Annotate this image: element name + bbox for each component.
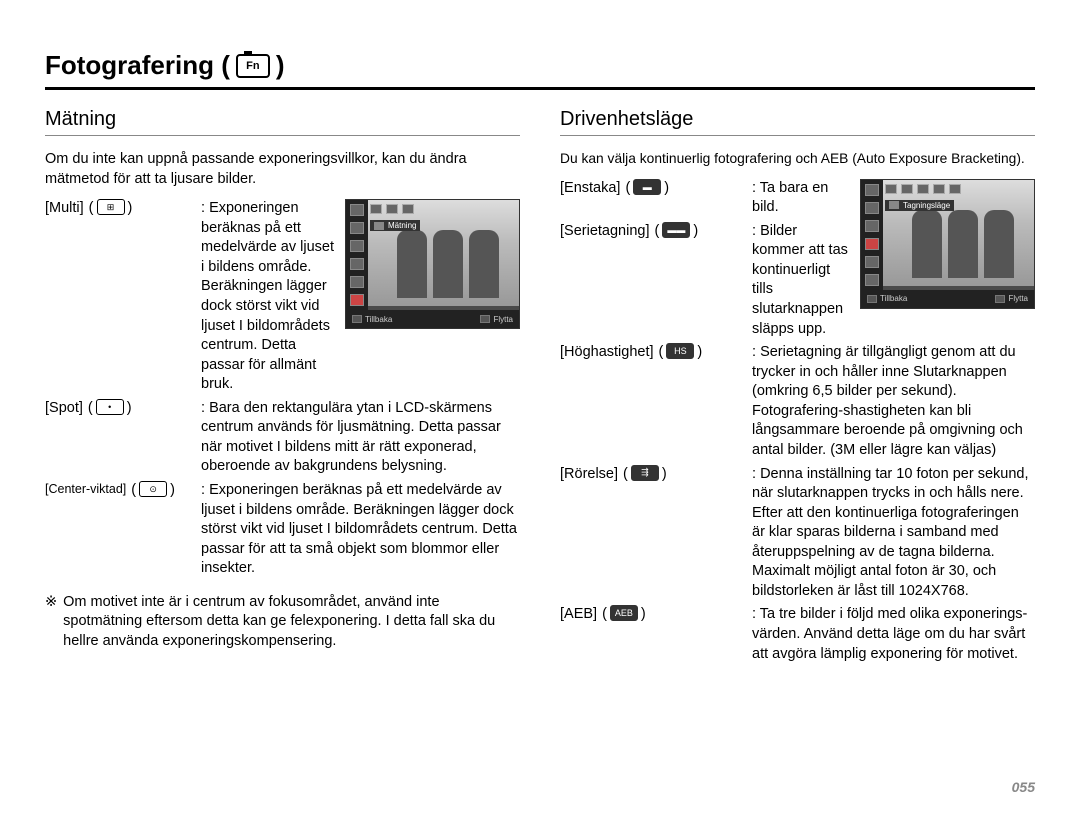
drive-item-single: [Enstaka] (▬) Ta bara en bild.: [560, 179, 850, 218]
drive-item-continuous: [Serietagning] (▬▬) Bilder kommer att ta…: [560, 222, 850, 339]
drive-item-aeb: [AEB] (AEB) Ta tre bilder i följd med ol…: [560, 605, 1035, 664]
item-label: [Rörelse]: [560, 465, 620, 485]
title-prefix: Fotografering (: [45, 50, 230, 81]
item-body: Ta tre bilder i följd med olika exponeri…: [746, 605, 1035, 664]
section-heading-drive: Drivenhetsläge: [560, 108, 1035, 136]
lcd-screenshot-metering: Mätning Tillbaka Flytta: [345, 199, 520, 329]
note-text: Om motivet inte är i centrum av fokusomr…: [63, 593, 520, 652]
item-body: Bilder kommer att tas kontinuerligt till…: [746, 222, 850, 339]
left-note: ※ Om motivet inte är i centrum av fokuso…: [45, 593, 520, 652]
note-marker-icon: ※: [45, 593, 63, 652]
metering-item-center: [Center-viktad] (⊙) Exponeringen beräkna…: [45, 481, 520, 579]
item-body: Exponeringen beräknas på ett medelvärde …: [195, 199, 335, 395]
right-column: Drivenhetsläge Du kan välja kontinuerlig…: [560, 108, 1035, 668]
item-label: [Spot]: [45, 399, 85, 419]
item-body: Denna inställning tar 10 foton per sekun…: [746, 465, 1035, 602]
lcd-screenshot-drive: Tagningsläge Tillbaka Flytta: [860, 179, 1035, 309]
page-number: 055: [1012, 779, 1035, 795]
motion-icon: ⇶: [631, 465, 659, 481]
item-label: [Serietagning]: [560, 222, 651, 242]
section-heading-metering: Mätning: [45, 108, 520, 136]
left-column: Mätning Om du inte kan uppnå passande ex…: [45, 108, 520, 668]
highspeed-icon: HS: [666, 343, 694, 359]
aeb-icon: AEB: [610, 605, 638, 621]
item-label: [Multi]: [45, 199, 86, 219]
item-body: Serietagning är tillgängligt genom att d…: [746, 343, 1035, 460]
metering-item-multi: [Multi] (⊞) Exponeringen beräknas på ett…: [45, 199, 335, 395]
camera-fn-icon: Fn: [236, 54, 270, 78]
right-intro: Du kan välja kontinuerlig fotografering …: [560, 150, 1035, 169]
metering-item-spot: [Spot] (•) Bara den rektangulära ytan i …: [45, 399, 520, 477]
left-intro: Om du inte kan uppnå passande exponering…: [45, 150, 520, 189]
item-label: [Center-viktad]: [45, 481, 128, 498]
multi-icon: ⊞: [97, 199, 125, 215]
center-weighted-icon: ⊙: [139, 481, 167, 497]
single-icon: ▬: [633, 179, 661, 195]
item-body: Bara den rektangulära ytan i LCD-skärmen…: [195, 399, 520, 477]
drive-item-motion: [Rörelse] (⇶) Denna inställning tar 10 f…: [560, 465, 1035, 602]
item-body: Exponeringen beräknas på ett medelvärde …: [195, 481, 520, 579]
continuous-icon: ▬▬: [662, 222, 690, 238]
item-body: Ta bara en bild.: [746, 179, 850, 218]
item-label: [AEB]: [560, 605, 599, 625]
page-title: Fotografering ( Fn ): [45, 50, 1035, 90]
item-label: [Höghastighet]: [560, 343, 656, 363]
drive-item-highspeed: [Höghastighet] (HS) Serietagning är till…: [560, 343, 1035, 460]
title-suffix: ): [276, 50, 285, 81]
spot-icon: •: [96, 399, 124, 415]
item-label: [Enstaka]: [560, 179, 622, 199]
